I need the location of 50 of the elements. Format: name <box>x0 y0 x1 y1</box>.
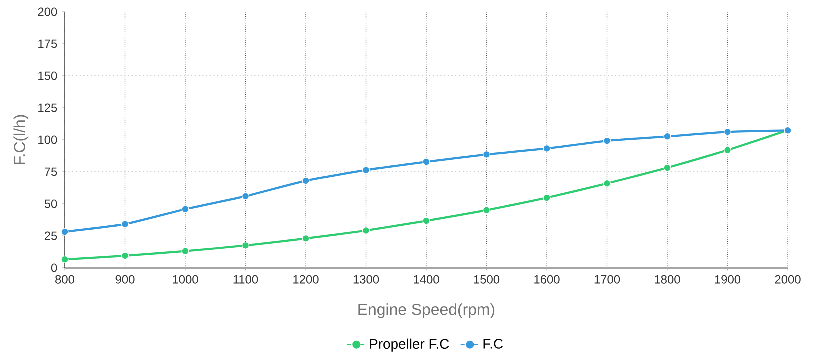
point <box>121 220 130 228</box>
point <box>61 228 69 236</box>
x-tick-label: 1200 <box>294 275 319 284</box>
point <box>422 217 430 225</box>
point <box>61 256 69 264</box>
point <box>182 248 190 256</box>
legend-label: F.C <box>484 339 504 349</box>
y-tick-label: 175 <box>38 40 58 48</box>
point <box>724 128 732 136</box>
x-tick-label: 1100 <box>234 275 258 284</box>
point <box>664 132 672 140</box>
point <box>543 194 551 202</box>
x-tick-label: 1000 <box>173 275 198 284</box>
x-tick-label: 1600 <box>534 275 560 284</box>
y-tick-label: 100 <box>38 136 58 144</box>
point <box>422 158 430 166</box>
x-tick-label: 1900 <box>715 275 741 284</box>
x-tick-label: 1300 <box>354 275 380 284</box>
y-tick-label: 200 <box>38 8 58 16</box>
x-tick-label: 1400 <box>414 275 440 284</box>
point <box>362 226 370 235</box>
y-tick-label: 150 <box>38 72 58 80</box>
y-tick-label: 125 <box>38 104 58 112</box>
point <box>482 206 491 214</box>
y-tick-label: 75 <box>44 168 58 176</box>
point <box>664 164 672 172</box>
x-tick-label: 1500 <box>474 275 500 284</box>
x-tick-label: 900 <box>116 275 135 284</box>
x-tick-label: 800 <box>56 275 75 284</box>
point <box>182 206 190 214</box>
point <box>603 180 612 188</box>
y-tick-label: 0 <box>51 264 58 272</box>
x-axis-title: Engine Speed(rpm) <box>358 304 495 318</box>
point <box>242 192 250 200</box>
point <box>362 166 370 174</box>
point <box>121 252 130 260</box>
y-axis-title: F.C(l/h) <box>14 115 29 164</box>
point <box>724 146 732 154</box>
legend-label: Propeller F.C <box>370 338 450 352</box>
point <box>302 234 310 242</box>
point <box>603 137 612 145</box>
point <box>543 144 551 152</box>
x-tick-label: 1800 <box>655 275 680 284</box>
x-tick-label: 1700 <box>594 275 620 284</box>
x-tick-label: 2000 <box>775 275 801 284</box>
point <box>242 242 250 250</box>
point <box>482 150 491 159</box>
point <box>302 177 310 185</box>
y-tick-label: 50 <box>44 200 58 208</box>
y-tick-label: 25 <box>44 232 58 240</box>
